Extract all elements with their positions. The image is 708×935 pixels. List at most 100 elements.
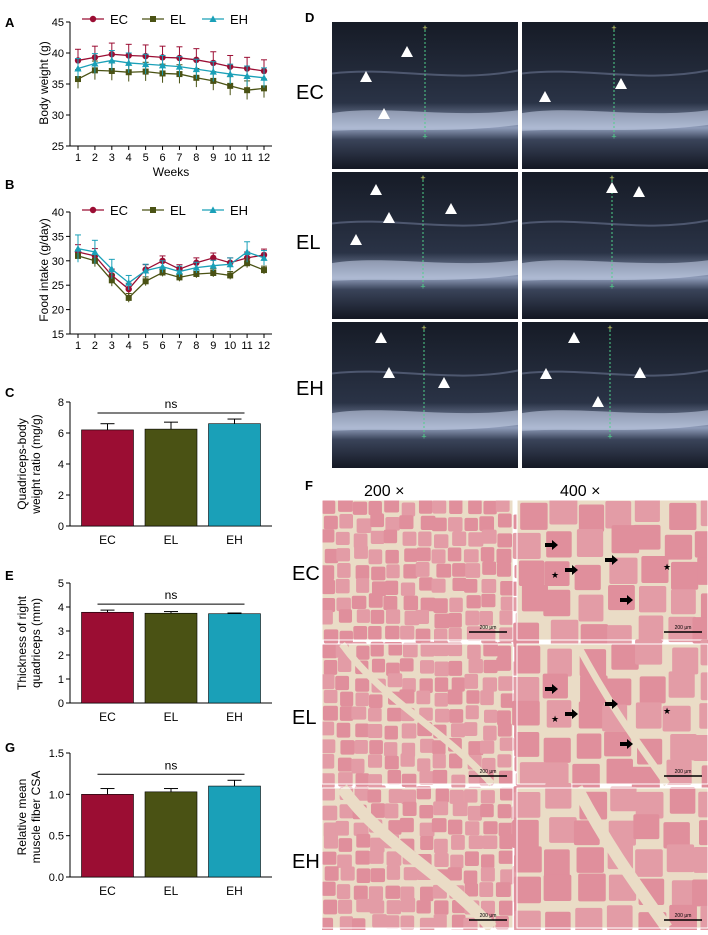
muscle-fiber bbox=[387, 865, 400, 879]
muscle-fiber bbox=[323, 900, 337, 915]
muscle-fiber bbox=[369, 900, 384, 913]
muscle-fiber bbox=[433, 801, 448, 815]
muscle-fiber bbox=[389, 789, 403, 803]
muscle-fiber bbox=[338, 900, 352, 914]
data-point bbox=[108, 57, 115, 64]
muscle-fiber bbox=[496, 549, 511, 564]
muscle-fiber bbox=[496, 657, 511, 670]
histology-row-label-el: EL bbox=[292, 707, 316, 730]
y-tick-label: 0.5 bbox=[49, 831, 64, 843]
muscle-fiber bbox=[404, 596, 418, 611]
muscle-fiber bbox=[514, 792, 541, 818]
muscle-fiber bbox=[322, 806, 337, 821]
x-tick-label: 5 bbox=[143, 152, 149, 164]
star-marker: ★ bbox=[663, 706, 671, 716]
series-line bbox=[78, 70, 264, 90]
muscle-fiber bbox=[337, 884, 350, 899]
muscle-fiber bbox=[452, 677, 465, 691]
muscle-fiber bbox=[466, 690, 479, 704]
muscle-fiber bbox=[371, 868, 385, 882]
muscle-fascia-band bbox=[522, 260, 708, 281]
bar-el bbox=[145, 429, 197, 526]
muscle-fiber bbox=[369, 886, 383, 900]
series-line bbox=[78, 54, 264, 71]
muscle-fiber bbox=[432, 549, 446, 563]
significance-label: ns bbox=[165, 588, 178, 602]
muscle-fiber bbox=[421, 598, 436, 612]
muscle-fiber bbox=[453, 801, 468, 816]
muscle-fiber bbox=[514, 846, 541, 872]
muscle-fiber bbox=[481, 867, 495, 881]
x-tick-label: EL bbox=[164, 710, 179, 724]
muscle-fiber bbox=[417, 758, 430, 771]
histology-tile-eh-400x: 200 μm bbox=[512, 783, 708, 930]
muscle-fiber bbox=[496, 916, 509, 929]
muscle-fiber bbox=[322, 610, 333, 625]
muscle-fiber bbox=[468, 532, 483, 546]
measurement-caliper-bottom: + bbox=[611, 132, 616, 142]
ultrasound-row-label-el: EL bbox=[296, 232, 320, 255]
muscle-fiber bbox=[387, 900, 401, 914]
legend-marker bbox=[90, 16, 96, 22]
muscle-fiber bbox=[401, 898, 415, 913]
muscle-fiber bbox=[544, 849, 570, 877]
ultrasound-tile-el-1: ++ bbox=[332, 172, 518, 319]
muscle-fiber bbox=[354, 545, 368, 558]
muscle-fiber bbox=[465, 611, 479, 626]
muscle-fiber bbox=[451, 775, 465, 788]
muscle-fiber bbox=[433, 500, 447, 513]
muscle-fiber bbox=[484, 710, 497, 723]
legend-marker bbox=[90, 207, 96, 213]
histology-row-label-ec: EC bbox=[292, 563, 320, 586]
ultrasound-row-label-eh: EH bbox=[296, 378, 324, 401]
muscle-fiber bbox=[322, 565, 334, 580]
muscle-fiber bbox=[385, 517, 400, 531]
muscle-fiber bbox=[611, 644, 638, 670]
muscle-fiber bbox=[322, 739, 335, 753]
legend-item-ec: EC bbox=[82, 203, 128, 218]
muscle-fiber bbox=[371, 610, 385, 624]
muscle-fiber bbox=[433, 598, 447, 613]
muscle-fiber bbox=[480, 741, 494, 754]
muscle-fiber bbox=[498, 676, 513, 691]
muscle-fiber bbox=[501, 597, 515, 611]
muscle-fiber bbox=[353, 502, 367, 515]
muscle-fiber bbox=[482, 579, 497, 593]
ultrasound-tile-eh-2: ++ bbox=[522, 322, 708, 468]
muscle-fiber bbox=[417, 547, 431, 561]
muscle-fiber bbox=[692, 879, 708, 906]
muscle-fiber bbox=[481, 629, 495, 644]
muscle-fiber bbox=[369, 694, 382, 708]
muscle-fiber bbox=[324, 834, 338, 848]
star-marker: ★ bbox=[551, 570, 559, 580]
muscle-fiber bbox=[499, 835, 513, 849]
muscle-fiber bbox=[384, 500, 399, 512]
muscle-fiber bbox=[577, 529, 603, 557]
muscle-fiber bbox=[481, 790, 495, 804]
y-tick-label: 4 bbox=[58, 459, 64, 471]
muscle-fiber bbox=[514, 877, 541, 904]
histology-column-label-400x: 400 × bbox=[560, 483, 600, 501]
muscle-fiber bbox=[385, 550, 398, 564]
muscle-fiber bbox=[672, 647, 698, 674]
muscle-fiber bbox=[369, 549, 383, 564]
muscle-fiber bbox=[340, 631, 353, 645]
muscle-fiber bbox=[464, 579, 477, 593]
muscle-fascia-band bbox=[332, 260, 518, 281]
muscle-fiber bbox=[578, 874, 606, 902]
panel-label-d: D bbox=[305, 10, 314, 25]
x-tick-label: EC bbox=[99, 710, 116, 724]
muscle-fiber bbox=[448, 867, 462, 880]
muscle-fiber bbox=[483, 677, 497, 691]
muscle-fiber bbox=[635, 849, 663, 877]
muscle-fiber bbox=[336, 548, 350, 561]
x-tick-label: 11 bbox=[241, 152, 252, 164]
muscle-fiber bbox=[357, 609, 370, 623]
muscle-fiber bbox=[498, 513, 512, 527]
muscle-fiber bbox=[434, 839, 448, 854]
x-tick-label: 2 bbox=[92, 340, 98, 350]
muscle-fiber bbox=[352, 596, 367, 609]
muscle-fiber bbox=[549, 500, 577, 525]
muscle-fiber bbox=[482, 835, 497, 849]
muscle-fiber bbox=[512, 820, 538, 848]
